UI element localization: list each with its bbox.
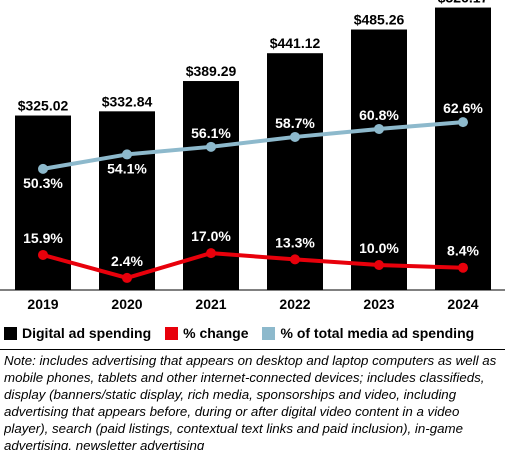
share-point-2021 [206,141,216,152]
x-tick-label-2021: 2021 [195,296,226,312]
bar-label-2019: $325.02 [18,98,69,114]
legend-label-percent-change: % change [183,325,249,341]
legend-swatch-percent-change [165,326,179,340]
share-line [42,120,464,171]
pct-change-point-2019 [38,249,48,260]
pct-change-point-2020 [122,272,132,283]
share-point-2023 [374,123,384,134]
share-label-2019: 50.3% [23,175,63,191]
share-point-2020 [122,149,132,160]
share-label-2020: 54.1% [107,160,147,176]
pct-change-label-2023: 10.0% [359,240,399,256]
bar-2019 [15,115,71,290]
bar-label-2020: $332.84 [102,93,153,109]
share-point-2022 [290,131,300,142]
x-axis: 2019 2020 2021 2022 2023 2024 [0,289,505,312]
bar-2024 [435,7,491,291]
bar-series [15,7,491,291]
bar-label-2022: $441.12 [270,35,321,51]
legend-item-percent-change: % change [165,325,248,341]
pct-change-label-2021: 17.0% [191,228,231,244]
legend-swatch-digital-ad-spending [4,326,17,340]
legend-swatch-percent-total-media [262,326,276,340]
x-tick-label-2020: 2020 [111,296,142,312]
pct-change-point-2024 [458,262,468,273]
share-point-2024 [458,117,468,128]
bar-label-2021: $389.29 [186,63,237,79]
x-tick-label-2024: 2024 [447,296,478,312]
bar-2022 [267,53,323,290]
share-label-2022: 58.7% [275,115,315,131]
pct-change-point-2021 [206,248,216,259]
share-label-2024: 62.6% [443,100,483,116]
pct-change-label-2022: 13.3% [275,234,315,250]
pct-change-line [42,251,464,280]
chart-note: Note: includes advertising that appears … [4,353,497,450]
legend-item-percent-total-media: % of total media ad spending [262,325,474,341]
pct-change-point-2022 [290,254,300,265]
legend-item-digital-ad-spending: Digital ad spending [4,325,151,341]
legend-label-percent-total-media: % of total media ad spending [280,325,475,341]
share-label-2023: 60.8% [359,107,399,123]
bar-label-2023: $485.26 [354,12,405,28]
note-divider [0,349,505,350]
share-point-2019 [38,163,48,174]
share-label-2021: 56.1% [191,125,231,141]
pct-change-label-2020: 2.4% [111,253,143,269]
data-labels: $325.02 $332.84 $389.29 $441.12 $485.26 $526.… [18,0,489,269]
bar-2023 [351,29,407,291]
legend: Digital ad spending % change % of total … [0,322,505,344]
x-tick-label-2022: 2022 [279,296,310,312]
line-series [38,117,468,283]
pct-change-label-2019: 15.9% [23,230,63,246]
x-tick-label-2019: 2019 [27,296,58,312]
chart: $325.02 $332.84 $389.29 $441.12 $485.26 $526.… [0,0,505,312]
legend-label-digital-ad-spending: Digital ad spending [22,325,152,341]
x-tick-label-2023: 2023 [363,296,394,312]
bar-label-2024: $526.17 [438,0,489,6]
pct-change-label-2024: 8.4% [447,243,479,259]
bar-2020 [99,111,155,291]
pct-change-point-2023 [374,260,384,270]
